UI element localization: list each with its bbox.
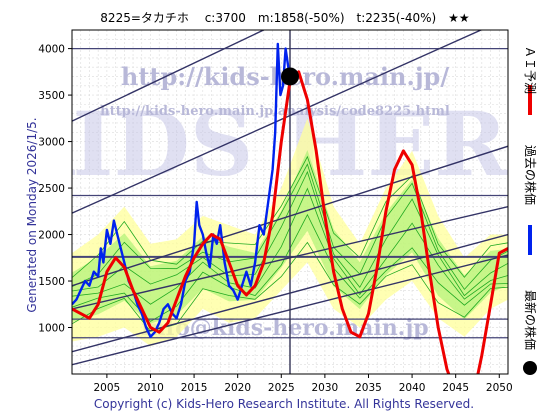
y-tick-label: 2000 [38, 230, 65, 242]
x-tick-label: 2050 [486, 382, 513, 394]
trend-line [72, 30, 266, 122]
x-tick-label: 2010 [137, 382, 164, 394]
generated-date-label: Generated on Monday 2026/1/5. [25, 117, 39, 312]
plot-area: KIDS HEROhttp://kids-hero.main.jp/http:/… [38, 29, 513, 394]
legend-item-past-price: 過去の株価 [523, 145, 538, 255]
x-tick-label: 2030 [312, 382, 339, 394]
x-tick-label: 2025 [268, 382, 295, 394]
y-tick-label: 2500 [38, 183, 65, 195]
legend-ai-forecast-label: ＡＩ予測 [523, 46, 537, 94]
y-tick-label: 1000 [38, 323, 65, 335]
y-tick-label: 4000 [38, 44, 65, 56]
x-tick-label: 2005 [94, 382, 121, 394]
series-past-price-line [72, 42, 292, 338]
x-tick-label: 2040 [399, 382, 426, 394]
x-tick-label: 2020 [224, 382, 251, 394]
legend-item-ai-forecast: ＡＩ予測 [523, 46, 537, 115]
x-tick-label: 2015 [181, 382, 208, 394]
legend-item-latest-price: 最新の株価 [523, 290, 538, 375]
legend: ＡＩ予測 過去の株価 最新の株価 [523, 46, 538, 375]
y-tick-label: 3000 [38, 137, 65, 149]
y-tick-label: 1500 [38, 276, 65, 288]
x-tick-label: 2035 [355, 382, 382, 394]
legend-latest-price-label: 最新の株価 [523, 290, 538, 350]
current-price-dot [281, 67, 299, 86]
legend-past-price-label: 過去の株価 [523, 145, 538, 205]
copyright-text: Copyright (c) Kids-Hero Research Institu… [94, 397, 474, 411]
legend-latest-price-dot [523, 361, 537, 375]
simulated-path [72, 155, 508, 278]
chart-title: 8225=タカチホ c:3700 m:1858(-50%) t:2235(-40… [100, 11, 469, 25]
simulated-path [72, 170, 508, 297]
x-tick-label: 2045 [442, 382, 469, 394]
y-tick-label: 3500 [38, 90, 65, 102]
plot-frame [71, 29, 509, 375]
plot-content: KIDS HEROhttp://kids-hero.main.jp/http:/… [72, 30, 508, 374]
